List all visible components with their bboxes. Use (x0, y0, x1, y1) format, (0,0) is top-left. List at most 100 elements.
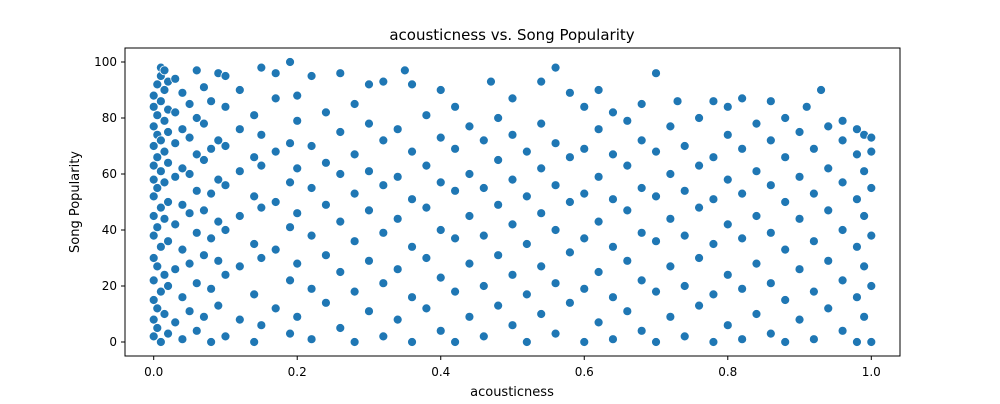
data-point (636, 325, 647, 336)
data-point (859, 211, 870, 221)
data-point (152, 303, 163, 314)
data-point (708, 239, 719, 249)
data-point (708, 289, 719, 300)
data-point (306, 230, 317, 241)
data-point (407, 79, 417, 90)
data-point (148, 275, 159, 286)
data-point (155, 135, 166, 146)
data-point (866, 281, 877, 291)
data-point (349, 188, 360, 199)
data-point (148, 174, 159, 185)
points-layer (148, 57, 877, 347)
data-point (199, 311, 209, 322)
data-point (651, 68, 661, 79)
data-point (392, 264, 403, 275)
data-point (213, 216, 224, 227)
data-point (152, 79, 163, 90)
data-point (608, 149, 618, 160)
data-point (636, 183, 647, 193)
data-point (163, 328, 173, 339)
data-point (708, 337, 719, 347)
data-point (478, 230, 489, 241)
data-point (507, 129, 518, 140)
data-point (152, 323, 163, 333)
data-point (213, 174, 224, 185)
data-point (148, 230, 159, 241)
data-point (191, 227, 202, 238)
data-point (177, 199, 188, 210)
data-point (306, 283, 317, 294)
data-point (177, 244, 188, 255)
data-point (665, 261, 676, 272)
data-point (565, 247, 575, 258)
data-point (636, 227, 647, 238)
data-point (593, 85, 604, 95)
data-point (737, 93, 748, 104)
data-point (593, 267, 604, 277)
data-point (407, 241, 417, 252)
data-point (159, 115, 170, 126)
data-point (636, 99, 647, 109)
data-point (152, 152, 163, 163)
data-point (651, 286, 661, 297)
data-point (651, 146, 661, 157)
data-point (751, 118, 762, 129)
data-point (521, 337, 532, 347)
y-axis-label: Song Popularity (68, 151, 83, 253)
x-tick-label: 0.0 (144, 365, 163, 379)
data-point (191, 149, 202, 160)
data-point (177, 292, 188, 303)
data-point (708, 194, 719, 205)
data-point (823, 121, 834, 132)
data-point (349, 337, 360, 347)
data-point (364, 255, 374, 266)
data-point (306, 71, 317, 81)
data-point (378, 278, 389, 289)
x-tick-label: 0.6 (575, 365, 594, 379)
data-point (550, 180, 561, 191)
data-point (177, 163, 188, 174)
data-point (801, 101, 812, 112)
data-point (765, 328, 776, 339)
data-point (708, 152, 719, 163)
data-point (550, 62, 561, 73)
data-point (536, 261, 547, 272)
data-point (507, 219, 518, 230)
data-point (256, 62, 267, 73)
data-point (270, 197, 281, 207)
chart-title: acousticness vs. Song Popularity (389, 26, 634, 44)
data-point (694, 300, 704, 311)
data-point (152, 222, 163, 233)
data-point (285, 57, 295, 67)
data-point (694, 202, 704, 213)
data-point (170, 219, 181, 230)
data-point (249, 152, 260, 163)
data-point (622, 205, 633, 216)
x-axis-label: acousticness (470, 385, 554, 400)
data-point (852, 292, 862, 303)
data-point (737, 283, 748, 294)
data-point (794, 127, 805, 137)
data-point (199, 205, 209, 216)
data-point (672, 96, 683, 107)
data-point (450, 185, 460, 196)
data-point (651, 337, 661, 347)
data-point (206, 96, 217, 107)
data-point (378, 331, 389, 342)
data-point (177, 334, 188, 345)
data-point (765, 180, 776, 191)
data-point (321, 157, 331, 168)
data-point (808, 286, 819, 297)
data-point (536, 208, 547, 219)
data-point (159, 177, 170, 188)
data-point (321, 107, 331, 118)
data-point (780, 244, 791, 255)
data-point (335, 216, 346, 227)
data-point (722, 101, 733, 112)
data-point (364, 205, 374, 216)
data-point (765, 96, 776, 107)
data-point (199, 155, 209, 165)
data-point (234, 166, 245, 177)
data-point (234, 85, 245, 95)
